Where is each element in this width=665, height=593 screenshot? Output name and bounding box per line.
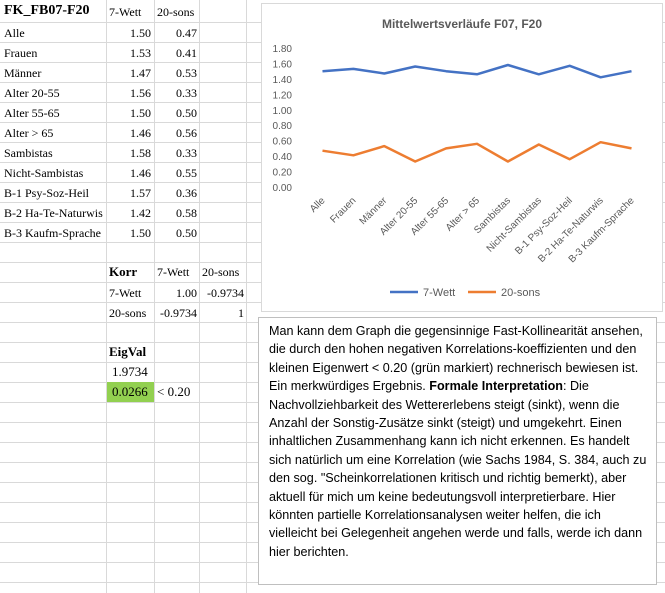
korr-cell[interactable]: 1.00	[176, 286, 197, 300]
table-cell-20sons[interactable]: 0.36	[176, 186, 197, 200]
table-row-label[interactable]: Alter 20-55	[4, 86, 60, 100]
x-tick-label: Alle	[308, 195, 328, 215]
table-cell-20sons[interactable]: 0.56	[176, 126, 197, 140]
table-row-label[interactable]: Frauen	[4, 46, 38, 60]
table-row-label[interactable]: B-2 Ha-Te-Naturwis	[4, 206, 103, 220]
text-paragraph-2: : Die Nachvollziehbarkeit des Wettererle…	[269, 379, 647, 559]
text-paragraph-1: Man kann dem Graph die gegensinnige Fast…	[269, 324, 643, 394]
x-tick-label: B-1 Psy-Soz-Heil	[513, 195, 575, 257]
table-cell-7wett[interactable]: 1.50	[130, 26, 151, 40]
table-cell-7wett[interactable]: 1.46	[130, 166, 151, 180]
chart-canvas: Mittelwertsverläufe F07, F20 0.00 0.20 0.4…	[273, 17, 637, 299]
y-tick-label: 0.00	[273, 183, 293, 194]
table-cell-20sons[interactable]: 0.53	[176, 66, 197, 80]
y-tick-label: 0.60	[273, 137, 293, 148]
table-row-label[interactable]: Sambistas	[4, 146, 53, 160]
table-cell-7wett[interactable]: 1.56	[130, 86, 151, 100]
table-cell-20sons[interactable]: 0.47	[176, 26, 197, 40]
interpretation-textbox[interactable]: Man kann dem Graph die gegensinnige Fast…	[258, 317, 657, 585]
chart-title: Mittelwertsverläufe F07, F20	[382, 17, 542, 31]
korr-row-label[interactable]: 7-Wett	[109, 286, 142, 300]
y-tick-label: 1.20	[273, 90, 293, 101]
table-row-label[interactable]: B-1 Psy-Soz-Heil	[4, 186, 89, 200]
y-tick-label: 0.40	[273, 152, 293, 163]
korr-cell[interactable]: -0.9734	[207, 286, 244, 300]
table-cell-20sons[interactable]: 0.50	[176, 226, 197, 240]
korr-row-label[interactable]: 20-sons	[109, 306, 147, 320]
table-col-header[interactable]: 20-sons	[157, 5, 195, 19]
series-line-20sons	[322, 140, 632, 163]
table-row-label[interactable]: Alter > 65	[4, 126, 54, 140]
table-cell-20sons[interactable]: 0.33	[176, 86, 197, 100]
line-chart[interactable]: Mittelwertsverläufe F07, F20 0.00 0.20 0.4…	[261, 3, 663, 312]
y-tick-label: 0.80	[273, 121, 293, 132]
table-cell-20sons[interactable]: 0.50	[176, 106, 197, 120]
y-tick-label: 1.60	[273, 59, 293, 70]
korr-title[interactable]: Korr	[109, 264, 138, 279]
korr-cell[interactable]: 1	[238, 306, 244, 320]
y-tick-label: 1.80	[273, 44, 293, 55]
table-cell-20sons[interactable]: 0.58	[176, 206, 197, 220]
table-row-label[interactable]: Nicht-Sambistas	[4, 166, 84, 180]
korr-col-header[interactable]: 20-sons	[202, 265, 240, 279]
table-row-label[interactable]: Alle	[4, 26, 25, 40]
y-tick-label: 1.00	[273, 106, 293, 117]
table-cell-20sons[interactable]: 0.33	[176, 146, 197, 160]
table-cell-7wett[interactable]: 1.57	[130, 186, 151, 200]
eigval-2-highlighted[interactable]: 0.0266	[107, 382, 154, 402]
x-tick-label: Nicht-Sambistas	[485, 195, 544, 254]
legend-label: 7-Wett	[423, 287, 455, 299]
korr-col-header[interactable]: 7-Wett	[157, 265, 190, 279]
korr-cell[interactable]: -0.9734	[160, 306, 197, 320]
y-tick-label: 0.20	[273, 168, 293, 179]
table-cell-7wett[interactable]: 1.50	[130, 226, 151, 240]
eigval-1[interactable]: 1.9734	[112, 364, 148, 379]
legend-label: 20-sons	[501, 287, 541, 299]
eigval-threshold-note[interactable]: < 0.20	[157, 384, 191, 399]
table-cell-7wett[interactable]: 1.50	[130, 106, 151, 120]
table-cell-7wett[interactable]: 1.58	[130, 146, 151, 160]
table-cell-7wett[interactable]: 1.47	[130, 66, 151, 80]
table-col-header[interactable]: 7-Wett	[109, 5, 142, 19]
table-row-label[interactable]: Männer	[4, 66, 42, 80]
table-cell-7wett[interactable]: 1.46	[130, 126, 151, 140]
table-cell-20sons[interactable]: 0.41	[176, 46, 197, 60]
series-line-7wett	[322, 63, 632, 79]
y-tick-label: 1.40	[273, 75, 293, 86]
text-bold-heading: Formale Interpretation	[429, 379, 563, 394]
x-tick-label: Frauen	[328, 195, 358, 225]
table-cell-20sons[interactable]: 0.55	[176, 166, 197, 180]
eigval-title[interactable]: EigVal	[109, 344, 147, 359]
table-cell-7wett[interactable]: 1.42	[130, 206, 151, 220]
table-row-label[interactable]: Alter 55-65	[4, 106, 60, 120]
table-title[interactable]: FK_FB07-F20	[4, 3, 90, 18]
table-row-label[interactable]: B-3 Kaufm-Sprache	[4, 226, 101, 240]
table-cell-7wett[interactable]: 1.53	[130, 46, 151, 60]
